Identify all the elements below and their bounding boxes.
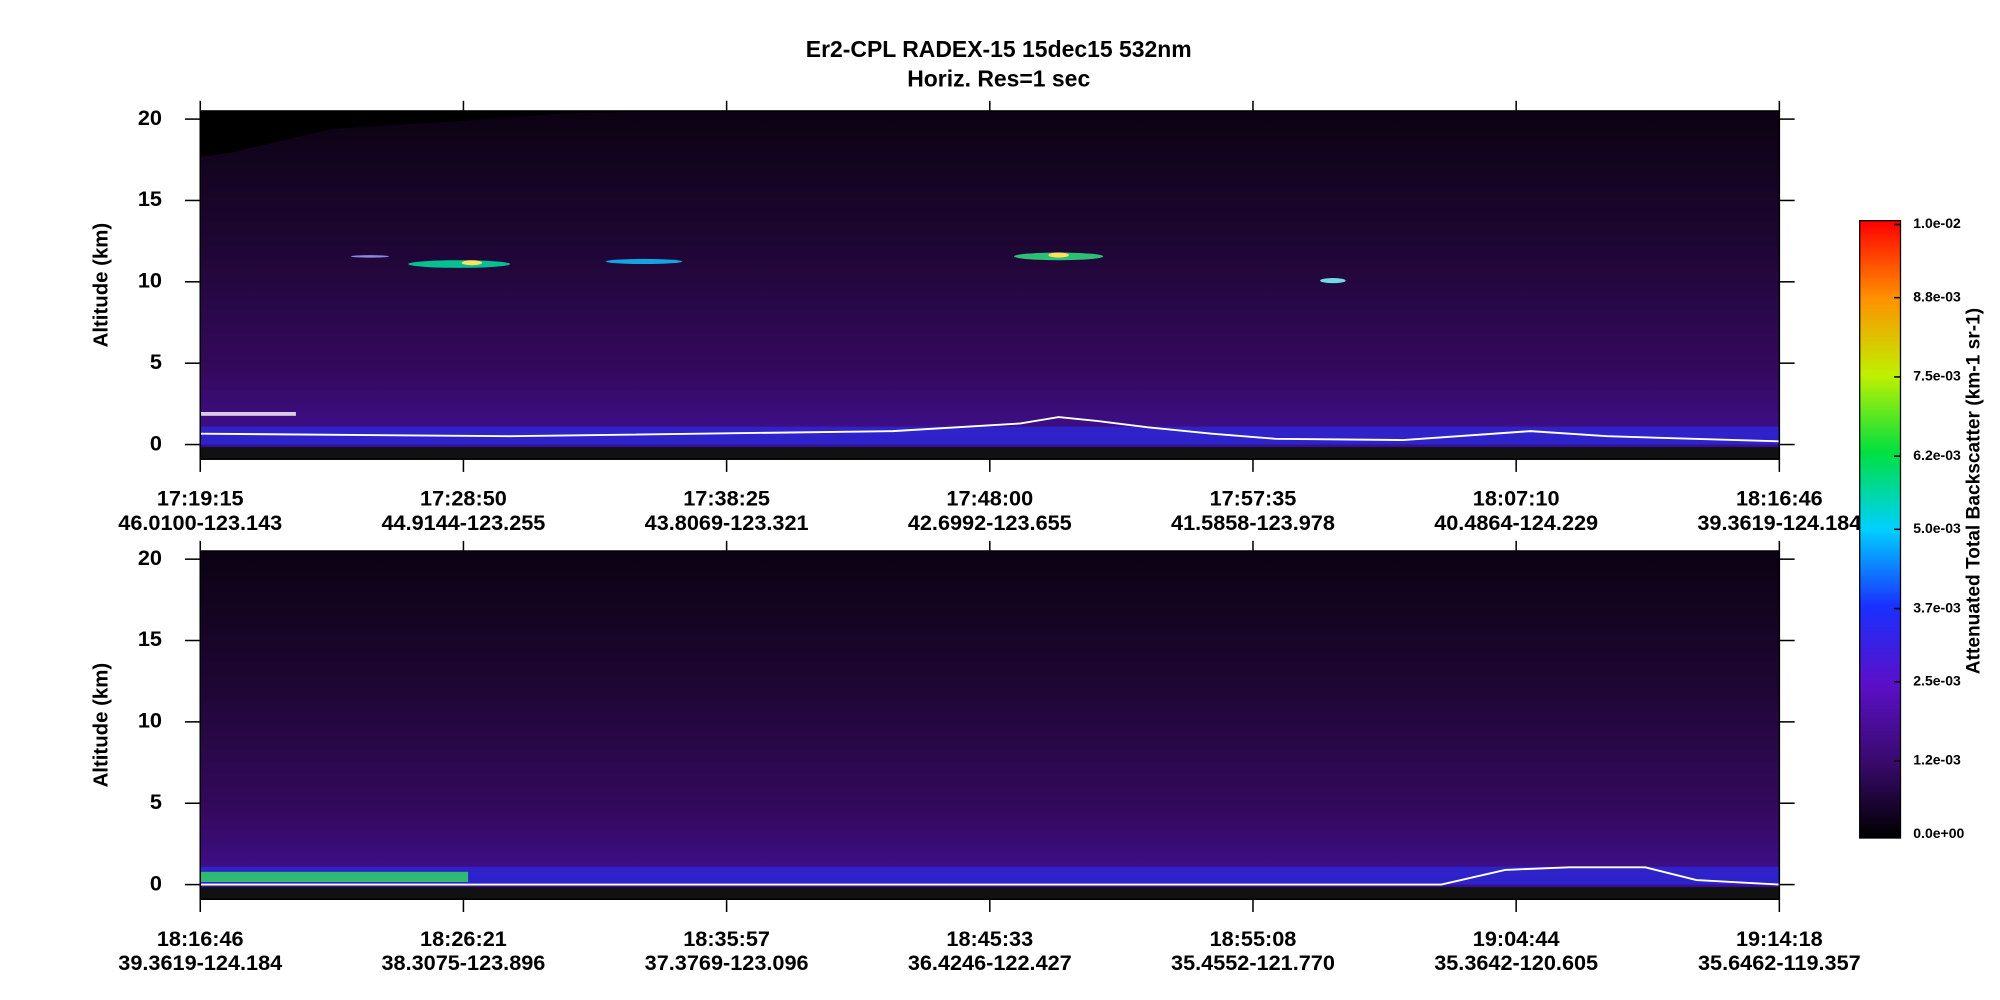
curtain [200,110,1780,460]
y-tick-label: 10 [138,708,162,733]
x-tick-label: 17:48:00 [946,486,1033,511]
cloud-core [461,260,483,266]
ground [200,447,1780,460]
colorbar-tick-label: 8.8e-03 [1913,288,1961,304]
y-tick-label: 10 [138,268,162,293]
y-tick-label: 15 [138,626,162,651]
aerosol [200,411,296,416]
x-tick-sublabel: 35.4552-121.770 [1171,950,1335,975]
x-tick-sublabel: 39.3619-124.184 [1697,510,1861,535]
x-tick-label: 19:14:18 [1736,926,1823,951]
x-tick-label: 19:04:44 [1473,926,1560,951]
cloud [350,255,390,258]
x-tick-sublabel: 41.5858-123.978 [1171,510,1335,535]
colorbar-tick-label: 6.2e-03 [1913,447,1961,463]
y-tick-label: 5 [150,349,162,374]
x-tick-label: 18:55:08 [1210,926,1297,951]
chart-subtitle: Horiz. Res=1 sec [907,65,1090,91]
x-tick-label: 18:26:21 [420,926,507,951]
x-tick-sublabel: 40.4864-124.229 [1434,510,1598,535]
x-tick-label: 18:16:46 [1736,486,1823,511]
cloud [408,260,511,268]
x-tick-sublabel: 36.4246-122.427 [908,950,1072,975]
x-tick-label: 18:45:33 [946,926,1033,951]
x-tick-sublabel: 39.3619-124.184 [118,950,282,975]
colorbar-tick-label: 3.7e-03 [1913,599,1961,615]
x-tick-label: 18:35:57 [683,926,770,951]
x-tick-label: 17:57:35 [1210,486,1297,511]
colorbar-tick-label: 7.5e-03 [1913,368,1961,384]
no-data-top [200,110,664,157]
x-tick-label: 17:28:50 [420,486,507,511]
ground [200,887,1780,900]
colorbar-tick-label: 2.5e-03 [1913,672,1961,688]
colorbar-tick-label: 1.0e-02 [1913,215,1961,231]
x-tick-sublabel: 46.0100-123.143 [118,510,282,535]
x-tick-sublabel: 38.3075-123.896 [381,950,545,975]
x-tick-label: 18:16:46 [157,926,244,951]
y-tick-label: 15 [138,186,162,211]
boundary-layer [200,866,1780,885]
x-tick-sublabel: 35.3642-120.605 [1434,950,1598,975]
curtain [200,551,1780,900]
x-tick-label: 17:38:25 [683,486,770,511]
x-tick-label: 18:07:10 [1473,486,1560,511]
x-tick-sublabel: 44.9144-123.255 [381,510,545,535]
surface-line [200,866,1780,886]
x-tick-label: 17:19:15 [157,486,244,511]
cloud [605,258,683,265]
y-tick-label: 5 [150,789,162,814]
aerosol [200,871,469,883]
y-axis-label: Altitude (km) [90,223,112,348]
y-tick-label: 0 [150,870,162,895]
y-tick-label: 0 [150,430,162,455]
cloud [1320,278,1346,284]
x-tick-sublabel: 37.3769-123.096 [645,950,809,975]
colorbar-label: Attenuated Total Backscatter (km-1 sr-1) [1964,308,1985,674]
y-tick-label: 20 [138,105,162,130]
colorbar-tick-label: 1.2e-03 [1913,752,1961,768]
x-tick-sublabel: 35.6462-119.357 [1698,950,1861,975]
y-tick-label: 20 [138,545,162,570]
x-tick-sublabel: 43.8069-123.321 [645,510,809,535]
colorbar-tick-label: 5.0e-03 [1913,520,1961,536]
surface-line [200,416,1780,443]
y-axis-label: Altitude (km) [90,663,112,788]
x-tick-sublabel: 42.6992-123.655 [908,510,1072,535]
cloud-core [1048,252,1069,258]
colorbar-tick-label: 0.0e+00 [1913,825,1964,841]
chart-title: Er2-CPL RADEX-15 15dec15 532nm [806,36,1192,62]
